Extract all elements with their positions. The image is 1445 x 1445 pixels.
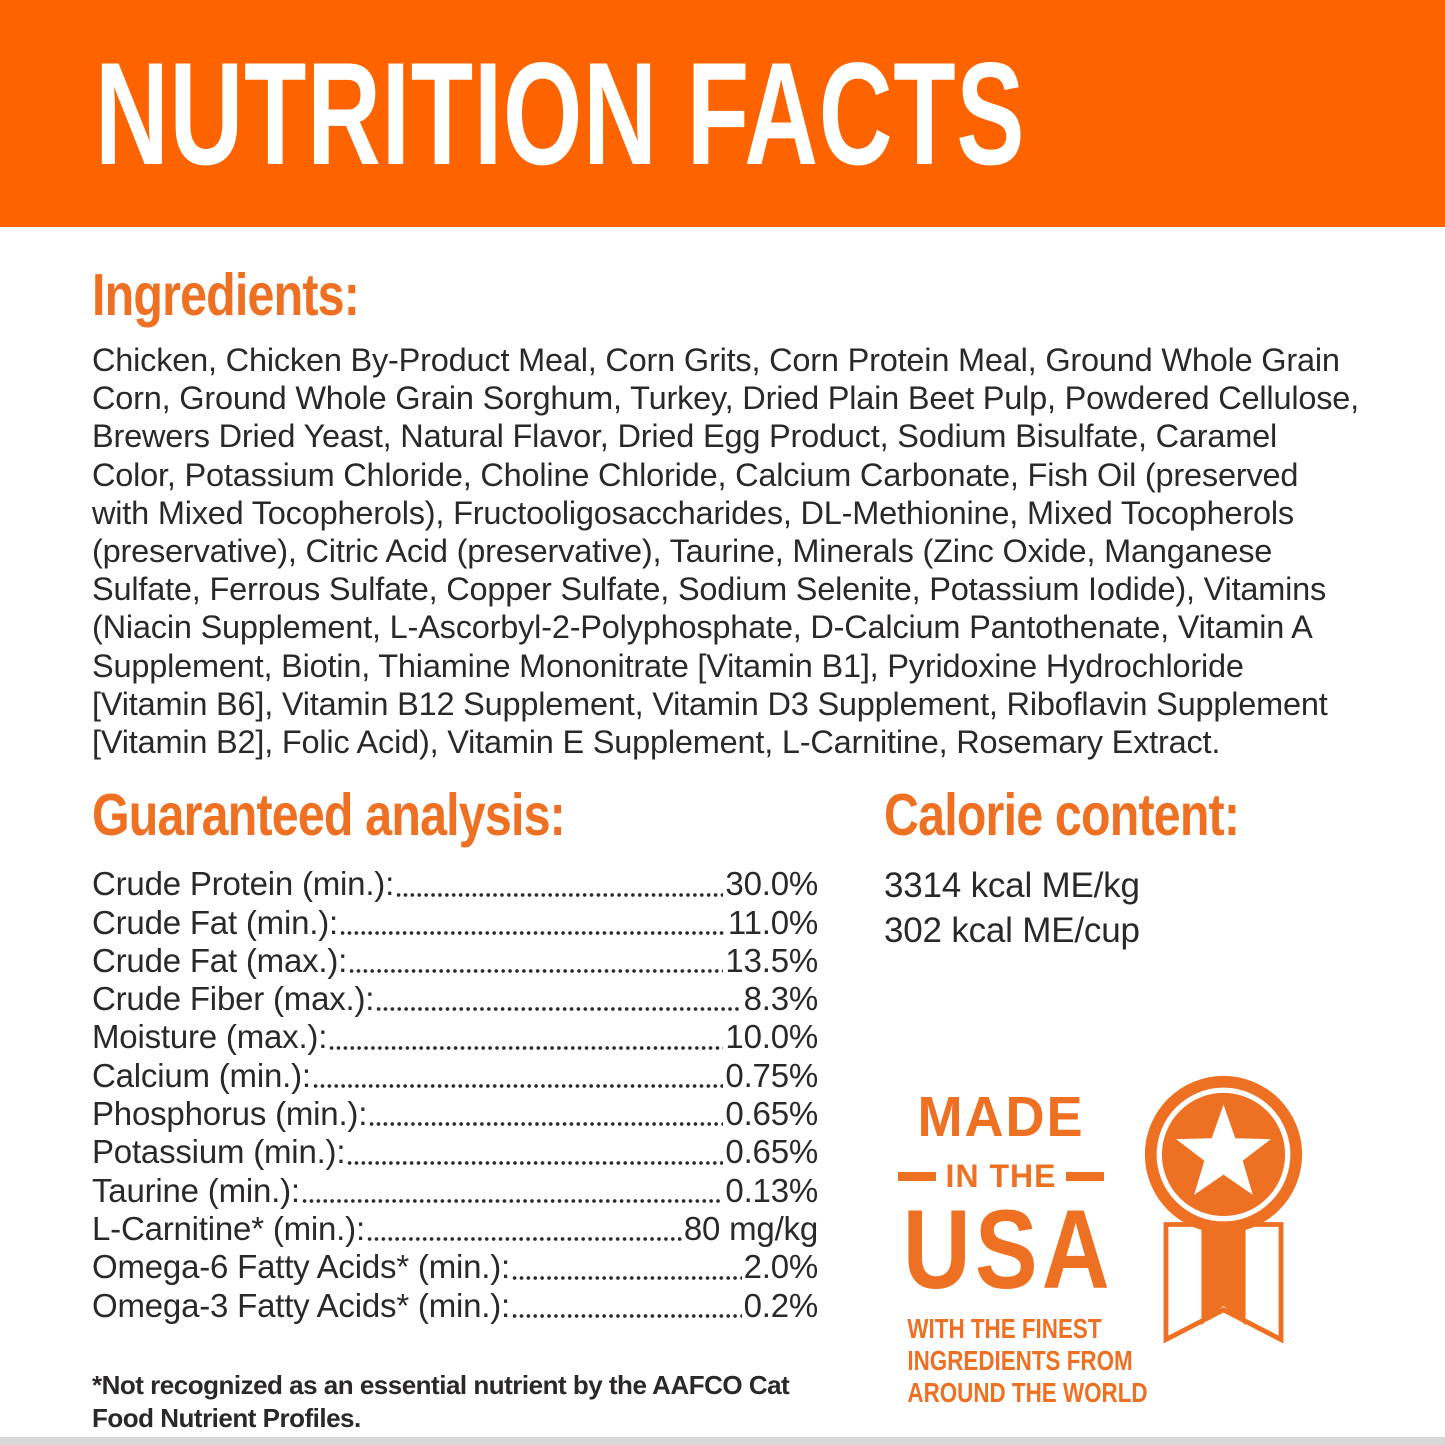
made-in-usa-badge: MADE IN THE USA WITH THE FINEST INGREDIE… [884, 1073, 1364, 1408]
row-value: 11.0% [727, 903, 818, 941]
dot-leader [347, 1159, 724, 1166]
badge-in-the-row: IN THE [884, 1160, 1118, 1192]
row-label: Omega-6 Fatty Acids* (min.): [92, 1248, 511, 1286]
guaranteed-analysis-section: Guaranteed analysis: Crude Protein (min.… [92, 783, 818, 1435]
row-value: 0.2% [743, 1286, 819, 1324]
row-label: Calcium (min.): [92, 1056, 311, 1094]
row-value: 0.65% [725, 1095, 818, 1133]
made-in-usa-text: MADE IN THE USA WITH THE FINEST INGREDIE… [884, 1085, 1148, 1408]
dot-leader [329, 1044, 724, 1051]
table-row: Omega-3 Fatty Acids* (min.): 0.2% [92, 1287, 818, 1325]
dot-leader [512, 1274, 742, 1281]
dot-leader [312, 1083, 724, 1090]
aafco-footnote: *Not recognized as an essential nutrient… [92, 1369, 790, 1433]
calorie-content-heading: Calorie content: [884, 782, 1240, 849]
row-label: Crude Fiber (max.): [92, 980, 375, 1018]
badge-tagline: WITH THE FINEST INGREDIENTS FROM AROUND … [907, 1313, 1148, 1408]
guaranteed-analysis-heading: Guaranteed analysis: [92, 782, 566, 849]
calorie-per-kg: 3314 kcal ME/kg [884, 866, 1140, 906]
dash-rule [1066, 1171, 1105, 1181]
table-row: Crude Fat (max.): 13.5% [92, 942, 818, 980]
row-value: 0.13% [725, 1171, 818, 1209]
table-row: Phosphorus (min.): 0.65% [92, 1095, 818, 1133]
tagline-line: INGREDIENTS FROM [907, 1344, 1133, 1376]
row-value: 80 mg/kg [683, 1209, 818, 1247]
photo-bottom-edge [0, 1437, 1445, 1445]
row-label: L-Carnitine* (min.): [92, 1209, 365, 1247]
table-row: Crude Protein (min.): 30.0% [92, 865, 818, 903]
dot-leader [349, 968, 724, 975]
row-label: Phosphorus (min.): [92, 1095, 368, 1133]
table-row: Crude Fiber (max.): 8.3% [92, 980, 818, 1018]
row-label: Omega-3 Fatty Acids* (min.): [92, 1286, 511, 1324]
row-value: 0.65% [725, 1133, 818, 1171]
badge-usa-label: USA [902, 1187, 1114, 1313]
row-label: Crude Protein (min.): [92, 865, 395, 903]
right-column: Calorie content: 3314 kcal ME/kg 302 kca… [884, 783, 1364, 1408]
dash-rule [897, 1171, 936, 1181]
row-value: 13.5% [725, 941, 818, 979]
table-row: Potassium (min.): 0.65% [92, 1133, 818, 1171]
table-row: Omega-6 Fatty Acids* (min.): 2.0% [92, 1248, 818, 1286]
calorie-values: 3314 kcal ME/kg 302 kcal ME/cup [884, 863, 1364, 953]
table-row: Calcium (min.): 0.75% [92, 1057, 818, 1095]
row-label: Crude Fat (min.): [92, 903, 338, 941]
row-value: 0.75% [725, 1056, 818, 1094]
guaranteed-analysis-table: Crude Protein (min.): 30.0% Crude Fat (m… [92, 865, 818, 1325]
dot-leader [512, 1312, 742, 1319]
dot-leader [301, 1197, 724, 1204]
tagline-line: WITH THE FINEST [907, 1313, 1102, 1345]
header-band: NUTRITION FACTS [0, 0, 1445, 227]
row-label: Taurine (min.): [92, 1171, 300, 1209]
lower-columns: Guaranteed analysis: Crude Protein (min.… [0, 761, 1445, 1435]
dot-leader [396, 891, 724, 898]
badge-in-the-label: IN THE [945, 1158, 1057, 1195]
row-value: 2.0% [743, 1248, 819, 1286]
dot-leader [376, 1006, 742, 1013]
row-value: 10.0% [725, 1018, 818, 1056]
table-row: Moisture (max.): 10.0% [92, 1018, 818, 1056]
ingredients-heading: Ingredients: [92, 262, 360, 328]
ingredients-text: Chicken, Chicken By-Product Meal, Corn G… [92, 342, 1359, 761]
tagline-line: AROUND THE WORLD [907, 1376, 1148, 1408]
page-title: NUTRITION FACTS [95, 31, 1026, 195]
row-value: 30.0% [725, 865, 818, 903]
ingredients-section: Ingredients: Chicken, Chicken By-Product… [0, 227, 1445, 761]
calorie-per-cup: 302 kcal ME/cup [884, 911, 1140, 951]
table-row: Crude Fat (min.): 11.0% [92, 904, 818, 942]
table-row: L-Carnitine* (min.): 80 mg/kg [92, 1210, 818, 1248]
dot-leader [340, 929, 726, 936]
badge-made-label: MADE [917, 1085, 1085, 1150]
row-label: Crude Fat (max.): [92, 941, 348, 979]
table-row: Taurine (min.): 0.13% [92, 1172, 818, 1210]
row-label: Potassium (min.): [92, 1133, 346, 1171]
row-label: Moisture (max.): [92, 1018, 328, 1056]
dot-leader [366, 1236, 682, 1243]
award-ribbon-star-icon [1142, 1073, 1305, 1358]
row-value: 8.3% [743, 980, 819, 1018]
dot-leader [369, 1121, 724, 1128]
